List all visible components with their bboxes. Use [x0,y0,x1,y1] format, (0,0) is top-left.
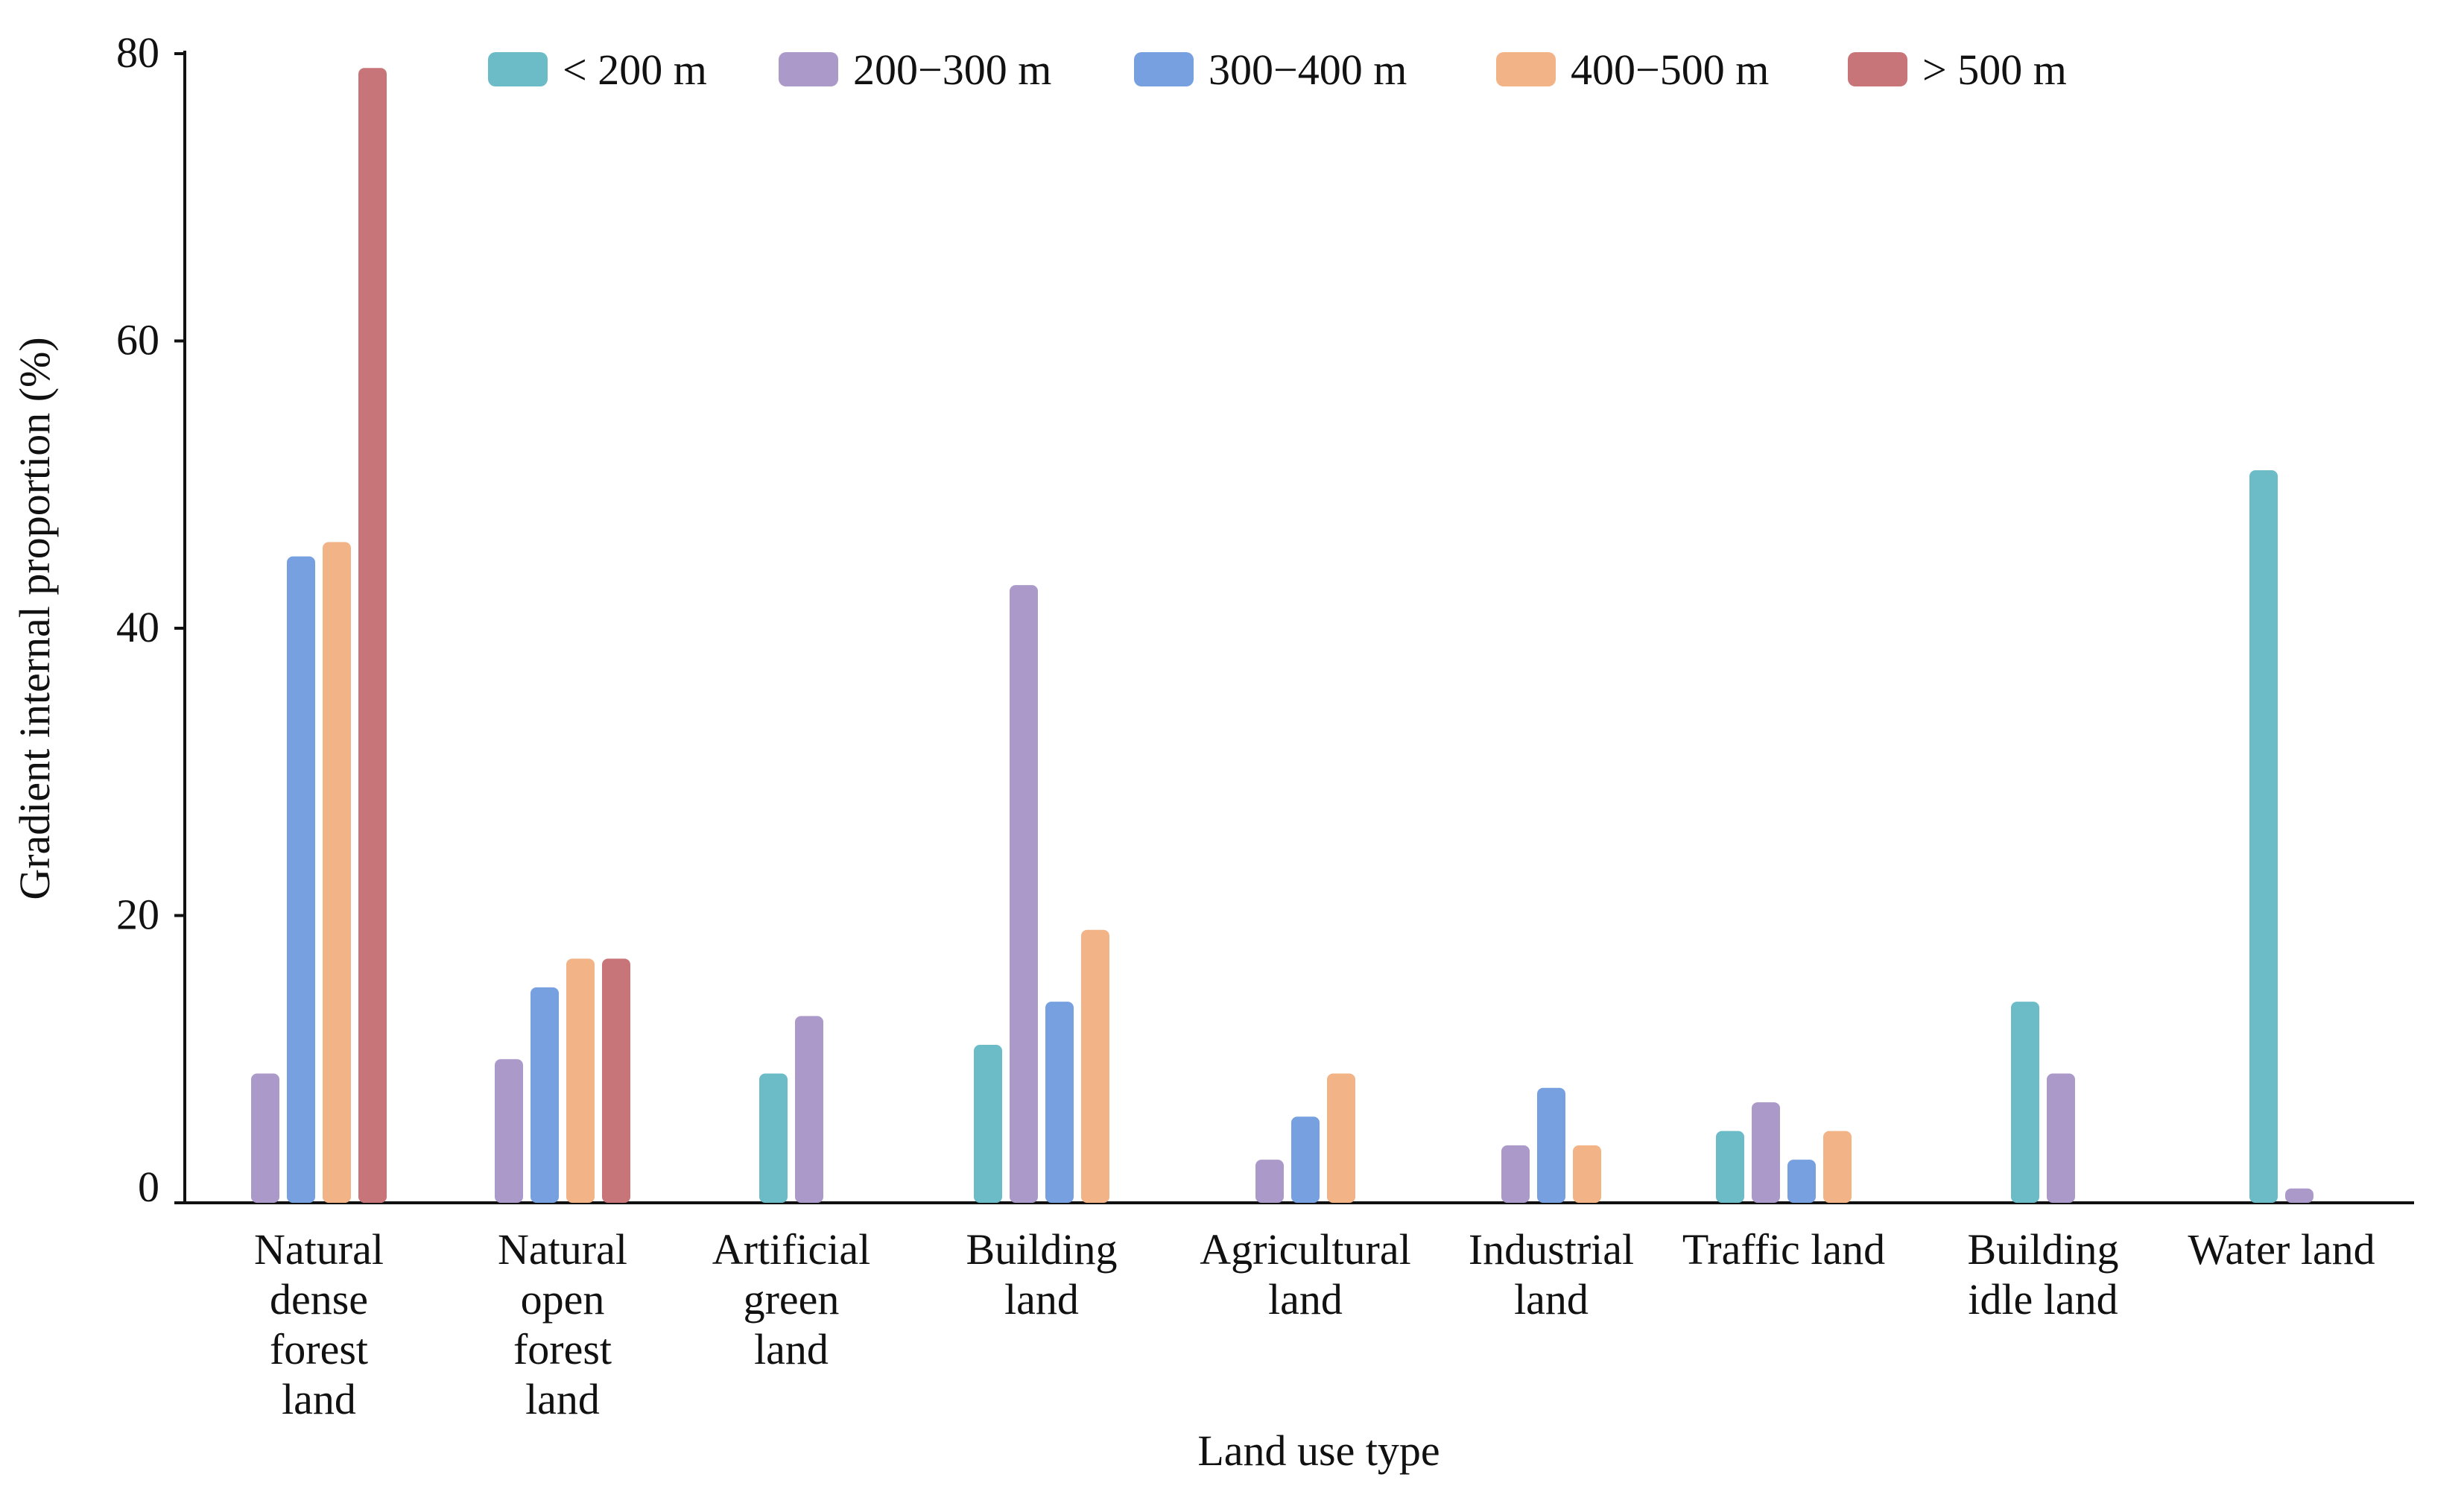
legend-label: 400−500 m [1571,45,1769,94]
bar-5-series-4 [1327,1073,1355,1203]
x-tick-label-line: dense [270,1275,368,1324]
bar-6-series-4 [1573,1145,1601,1203]
bar-7-series-1 [1716,1131,1744,1203]
legend-swatch [488,52,548,86]
legend-swatch [779,52,838,86]
x-tick-label: Traffic land [1682,1225,1885,1274]
x-tick-label-line: green [744,1275,840,1324]
bar-1-series-3 [287,556,315,1203]
legend-label: < 200 m [563,45,707,94]
x-tick-label-line: forest [270,1325,368,1373]
x-tick-label-line: open [521,1275,605,1324]
legend-swatch [1496,52,1556,86]
legend: < 200 m 200−300 m 300−400 m 400−500 m > 500 … [488,45,2067,94]
bar-7-series-4 [1823,1131,1852,1203]
x-tick-label: Water land [2188,1225,2375,1274]
x-tick-label-line: forest [513,1325,612,1373]
x-tick-label: Building idle land [1967,1225,2118,1324]
x-tick-label-line: Building [966,1225,1117,1274]
legend-label: > 500 m [1922,45,2067,94]
bar-2-series-2 [495,1059,523,1203]
y-tick-label: 60 [116,316,159,364]
x-tick-label: Industrial land [1469,1225,1634,1324]
x-tick-label: Building land [966,1225,1117,1324]
y-tick-labels: 0 20 40 60 80 [116,28,159,1211]
bar-7-series-3 [1787,1160,1816,1203]
legend-label: 200−300 m [853,45,1051,94]
x-tick-label-line: Water land [2188,1225,2375,1274]
x-tick-label-line: Natural [254,1225,384,1274]
x-tick-label-line: Traffic land [1682,1225,1885,1274]
y-axis-title: Gradient internal proportion (%) [10,337,59,899]
bar-7-series-2 [1752,1102,1780,1203]
bar-2-series-5 [602,958,630,1203]
axes [174,51,2414,1204]
x-tick-label-line: land [754,1325,829,1373]
x-tick-label: Natural open forest land [498,1225,627,1423]
bar-8-series-2 [2047,1073,2075,1203]
x-tick-label-line: Natural [498,1225,627,1274]
bar-4-series-1 [974,1044,1002,1203]
bar-2-series-3 [531,987,559,1203]
legend-swatch [1848,52,1907,86]
bar-5-series-3 [1291,1116,1320,1203]
x-tick-label: Natural dense forest land [254,1225,384,1423]
x-tick-label-line: land [1268,1275,1343,1324]
legend-label: 300−400 m [1209,45,1407,94]
bar-5-series-2 [1255,1160,1284,1203]
x-tick-label-line: Industrial [1469,1225,1634,1274]
y-tick-label: 0 [138,1163,159,1211]
x-tick-label-line: land [1514,1275,1589,1324]
y-tick-label: 20 [116,891,159,939]
bar-3-series-1 [759,1073,788,1203]
bar-3-series-2 [795,1016,823,1203]
x-tick-label-line: Building [1967,1225,2118,1274]
bar-1-series-5 [358,68,387,1203]
bars [251,68,2313,1203]
bar-9-series-2 [2285,1188,2313,1203]
x-axis-title: Land use type [1197,1426,1440,1475]
bar-9-series-1 [2249,469,2278,1203]
x-tick-label: Agricultural land [1200,1225,1410,1324]
legend-swatch [1134,52,1194,86]
bar-4-series-3 [1045,1002,1074,1203]
bar-6-series-2 [1501,1145,1530,1203]
x-tick-label-line: land [1004,1275,1079,1324]
bar-1-series-2 [251,1073,279,1203]
bar-8-series-1 [2011,1002,2039,1203]
y-tick-label: 40 [116,603,159,651]
bar-4-series-4 [1081,929,1109,1203]
x-tick-label: Artificial green land [712,1225,871,1373]
bar-2-series-4 [566,958,595,1203]
x-tick-label-line: idle land [1968,1275,2118,1324]
bar-6-series-3 [1537,1087,1565,1203]
x-tick-label-line: Agricultural [1200,1225,1410,1274]
x-tick-label-line: land [525,1375,600,1423]
bar-1-series-4 [323,542,351,1203]
x-tick-label-line: Artificial [712,1225,871,1274]
x-tick-label-line: land [282,1375,356,1423]
bar-4-series-2 [1010,585,1038,1203]
y-tick-label: 80 [116,28,159,77]
